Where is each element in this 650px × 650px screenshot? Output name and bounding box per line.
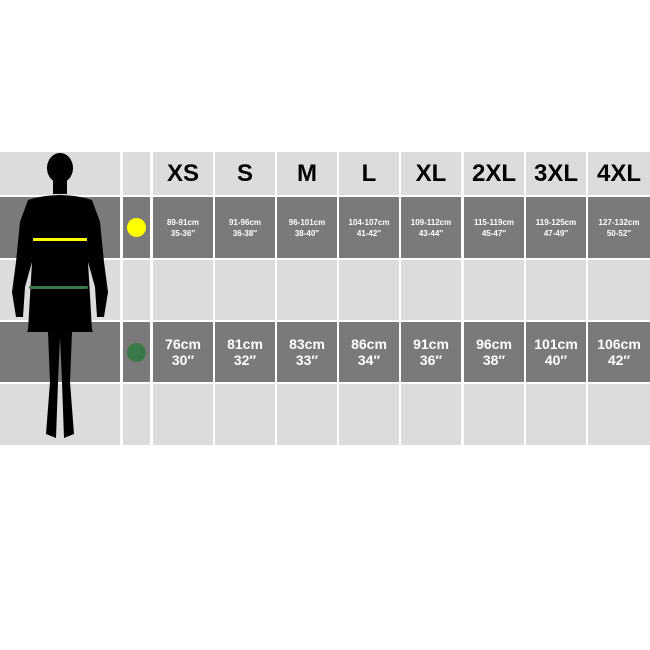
size-cell: 91cm 36″ [401, 322, 461, 382]
waist-in: 30″ [171, 352, 195, 368]
size-cell: 81cm 32″ [215, 322, 275, 382]
size-cell: 115-119cm 45-47″ [464, 197, 524, 258]
waist-in: 36″ [419, 352, 443, 368]
size-cell [215, 384, 275, 445]
size-header: XS [153, 152, 213, 195]
waist-cm: 81cm [227, 336, 263, 352]
size-cell: 109-112cm 43-44″ [401, 197, 461, 258]
size-header: 2XL [464, 152, 524, 195]
chest-in: 35-36″ [170, 228, 196, 238]
size-cell: 86cm 34″ [339, 322, 399, 382]
chest-cm: 109-112cm [410, 217, 452, 227]
chest-in: 38-40″ [294, 228, 320, 238]
size-header: XL [401, 152, 461, 195]
size-cell [339, 384, 399, 445]
size-cell [215, 260, 275, 320]
size-cell: 83cm 33″ [277, 322, 337, 382]
size-cell [526, 260, 586, 320]
waist-cm: 91cm [413, 336, 449, 352]
size-cell [401, 384, 461, 445]
chest-cm: 89-91cm [166, 217, 200, 227]
legend-cell [123, 152, 150, 195]
chest-cm: 96-101cm [288, 217, 326, 227]
waist-cm: 96cm [476, 336, 512, 352]
size-cell [153, 384, 213, 445]
chest-in: 45-47″ [481, 228, 507, 238]
waist-cm: 106cm [597, 336, 641, 352]
waist-cm: 101cm [534, 336, 578, 352]
chest-marker-icon [127, 218, 146, 237]
size-cell: 96cm 38″ [464, 322, 524, 382]
size-header: 4XL [588, 152, 650, 195]
chest-cm: 127-132cm [598, 217, 640, 227]
waist-in: 33″ [295, 352, 319, 368]
waist-in: 34″ [357, 352, 381, 368]
waist-in: 38″ [482, 352, 506, 368]
size-header: L [339, 152, 399, 195]
size-cell [277, 384, 337, 445]
chest-in: 36-38″ [232, 228, 258, 238]
waist-cm: 83cm [289, 336, 325, 352]
size-cell [464, 260, 524, 320]
size-cell [526, 384, 586, 445]
size-cell [588, 260, 650, 320]
chest-cm: 115-119cm [473, 217, 515, 227]
size-cell [339, 260, 399, 320]
size-cell [277, 260, 337, 320]
size-cell: 91-96cm 36-38″ [215, 197, 275, 258]
legend-cell [123, 197, 150, 258]
chest-cm: 91-96cm [228, 217, 262, 227]
waist-marker-icon [127, 342, 146, 362]
size-cell: 101cm 40″ [526, 322, 586, 382]
chest-cm: 119-125cm [535, 217, 577, 227]
size-cell [153, 260, 213, 320]
size-cell: 106cm 42″ [588, 322, 650, 382]
chest-in: 50-52″ [606, 228, 632, 238]
size-cell: 119-125cm 47-49″ [526, 197, 586, 258]
size-header: 3XL [526, 152, 586, 195]
size-cell: 96-101cm 38-40″ [277, 197, 337, 258]
chest-in: 43-44″ [418, 228, 444, 238]
legend-cell [123, 260, 150, 320]
waist-cm: 76cm [165, 336, 201, 352]
waist-in: 32″ [233, 352, 257, 368]
waist-in: 40″ [544, 352, 568, 368]
chest-cm: 104-107cm [348, 217, 390, 227]
waist-in: 42″ [607, 352, 631, 368]
size-cell: 89-91cm 35-36″ [153, 197, 213, 258]
size-cell: 76cm 30″ [153, 322, 213, 382]
chest-in: 41-42″ [356, 228, 382, 238]
waist-cm: 86cm [351, 336, 387, 352]
legend-cell [123, 384, 150, 445]
size-cell: 127-132cm 50-52″ [588, 197, 650, 258]
size-header: M [277, 152, 337, 195]
chest-in: 47-49″ [543, 228, 569, 238]
size-header: S [215, 152, 275, 195]
size-cell [588, 384, 650, 445]
size-cell [464, 384, 524, 445]
legend-cell [123, 322, 150, 382]
body-silhouette-icon [0, 152, 120, 445]
size-cell [401, 260, 461, 320]
size-cell: 104-107cm 41-42″ [339, 197, 399, 258]
